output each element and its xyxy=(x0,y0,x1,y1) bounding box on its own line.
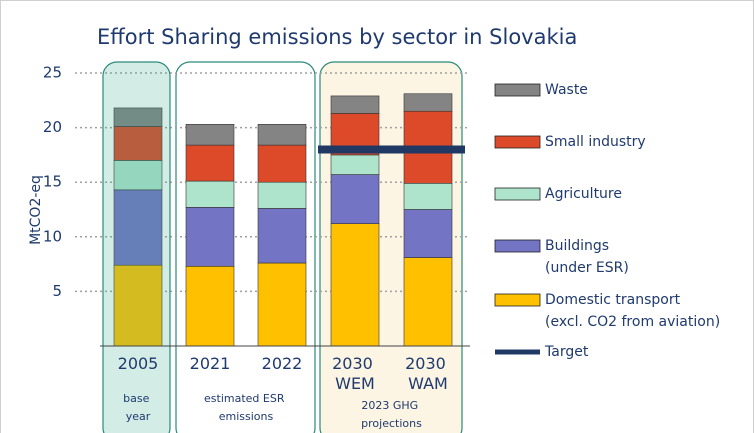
group-box xyxy=(102,61,171,433)
bar-segment xyxy=(257,262,307,347)
chart-title: Effort Sharing emissions by sector in Sl… xyxy=(97,25,577,49)
y-tick-label: 15 xyxy=(43,173,62,191)
legend-swatch xyxy=(494,293,541,307)
y-tick-label: 20 xyxy=(43,118,62,136)
group-label: 2023 GHG projections xyxy=(361,399,422,430)
bar-segment xyxy=(113,160,163,191)
bar-segment xyxy=(330,223,380,347)
legend-label: Waste xyxy=(545,82,588,98)
legend-label: Target xyxy=(544,344,589,360)
bar-segment xyxy=(113,126,163,161)
bar-segment xyxy=(185,124,235,146)
bar-segment xyxy=(113,189,163,266)
group-box xyxy=(175,61,316,433)
legend-label: Small industry xyxy=(545,134,646,150)
bar-segment xyxy=(403,182,453,210)
bar-segment xyxy=(257,208,307,264)
bar-segment xyxy=(330,154,380,175)
legend-label: Domestic transport (excl. CO2 from aviat… xyxy=(545,292,720,330)
x-tick-label: 2022 xyxy=(262,354,303,373)
bar-segment xyxy=(257,181,307,209)
bar-segment xyxy=(330,95,380,114)
bar-segment xyxy=(185,207,235,267)
y-tick-label: 10 xyxy=(43,227,62,245)
bar-segment xyxy=(403,257,453,347)
group-label: estimated ESR emissions xyxy=(204,392,288,423)
bar-segment xyxy=(185,265,235,347)
bar-segment xyxy=(403,209,453,258)
legend-swatch xyxy=(494,187,541,201)
legend-label: Agriculture xyxy=(545,186,622,202)
bar-segment xyxy=(330,174,380,224)
bar-segment xyxy=(185,144,235,182)
bar-segment xyxy=(113,107,163,127)
bar-segment xyxy=(403,93,453,112)
x-tick-label: 2005 xyxy=(118,354,159,373)
y-tick-label: 5 xyxy=(52,282,62,300)
y-tick-label: 25 xyxy=(43,64,62,82)
x-tick-label: 2021 xyxy=(190,354,231,373)
bar-segment xyxy=(257,124,307,146)
bar-segment xyxy=(185,180,235,208)
legend-swatch xyxy=(494,239,541,253)
legend-swatch xyxy=(494,135,541,149)
bar-segment xyxy=(257,144,307,183)
group-label: base year xyxy=(123,392,153,423)
legend-swatch xyxy=(494,83,541,97)
x-tick-label: 2030 WAM xyxy=(405,354,451,393)
x-tick-label: 2030 WEM xyxy=(332,354,378,393)
y-axis-label: MtCO2-eq xyxy=(28,175,44,245)
legend-label: Buildings (under ESR) xyxy=(545,238,629,276)
